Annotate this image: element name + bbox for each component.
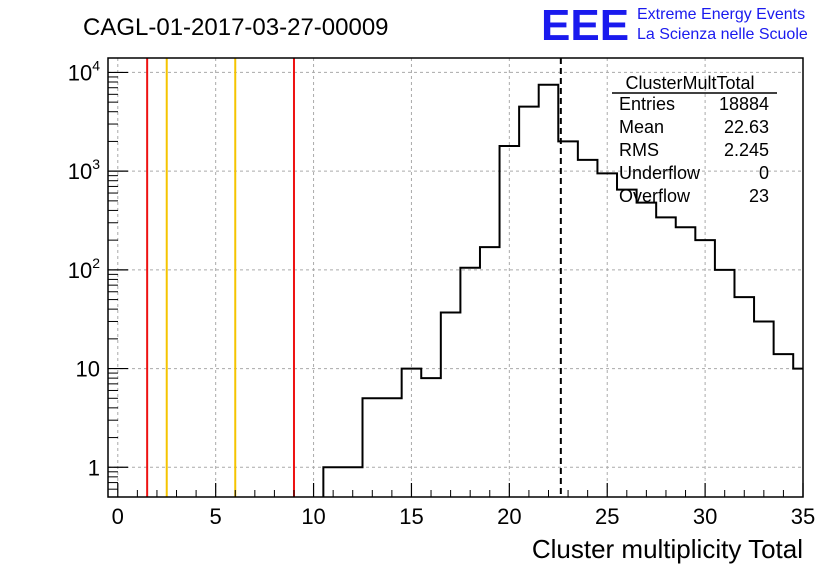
y-tick-label: 102 (68, 255, 100, 283)
logo-mark: EEE (541, 1, 629, 50)
y-tick-label: 103 (68, 156, 100, 184)
stats-box: ClusterMultTotal Entries 18884 Mean 22.63 RM… (612, 73, 777, 206)
stats-title: ClusterMultTotal (625, 73, 754, 93)
org-name-line1: Extreme Energy Events (637, 6, 805, 23)
stats-value: 2.245 (724, 140, 769, 160)
stats-label: Mean (619, 117, 664, 137)
stats-label: Overflow (619, 186, 691, 206)
stats-label: RMS (619, 140, 659, 160)
x-tick-label: 10 (301, 504, 325, 529)
org-name-line2: La Scienza nelle Scuole (637, 26, 808, 43)
x-tick-label: 25 (595, 504, 619, 529)
histogram-outline (322, 83, 803, 497)
stats-label: Entries (619, 94, 675, 114)
y-tick-label: 10 (76, 357, 100, 382)
x-tick-label: 5 (210, 504, 222, 529)
histogram-series (322, 83, 803, 497)
x-axis-label: Cluster multiplicity Total (532, 534, 803, 564)
grid (108, 58, 804, 497)
y-tick-label: 104 (68, 57, 100, 85)
tick-labels: 0 5 10 15 20 25 30 35 1 10 102 103 104 (68, 57, 816, 529)
x-tick-label: 20 (497, 504, 521, 529)
x-tick-label: 0 (112, 504, 124, 529)
y-tick-label: 1 (88, 455, 100, 480)
stats-value: 18884 (719, 94, 769, 114)
axis-ticks (108, 71, 804, 498)
stats-value: 22.63 (724, 117, 769, 137)
stats-rows: Entries 18884 Mean 22.63 RMS 2.245 Underflow 0 O… (619, 94, 769, 206)
plot-frame (107, 57, 804, 498)
plot-title: CAGL-01-2017-03-27-00009 (83, 14, 389, 41)
x-tick-label: 30 (693, 504, 717, 529)
reference-lines (146, 58, 562, 497)
stats-value: 23 (749, 186, 769, 206)
x-tick-label: 35 (791, 504, 815, 529)
x-tick-label: 15 (399, 504, 423, 529)
eee-logo: EEE Extreme Energy Events La Scienza nel… (541, 1, 808, 50)
stats-label: Underflow (619, 163, 701, 183)
stats-value: 0 (759, 163, 769, 183)
